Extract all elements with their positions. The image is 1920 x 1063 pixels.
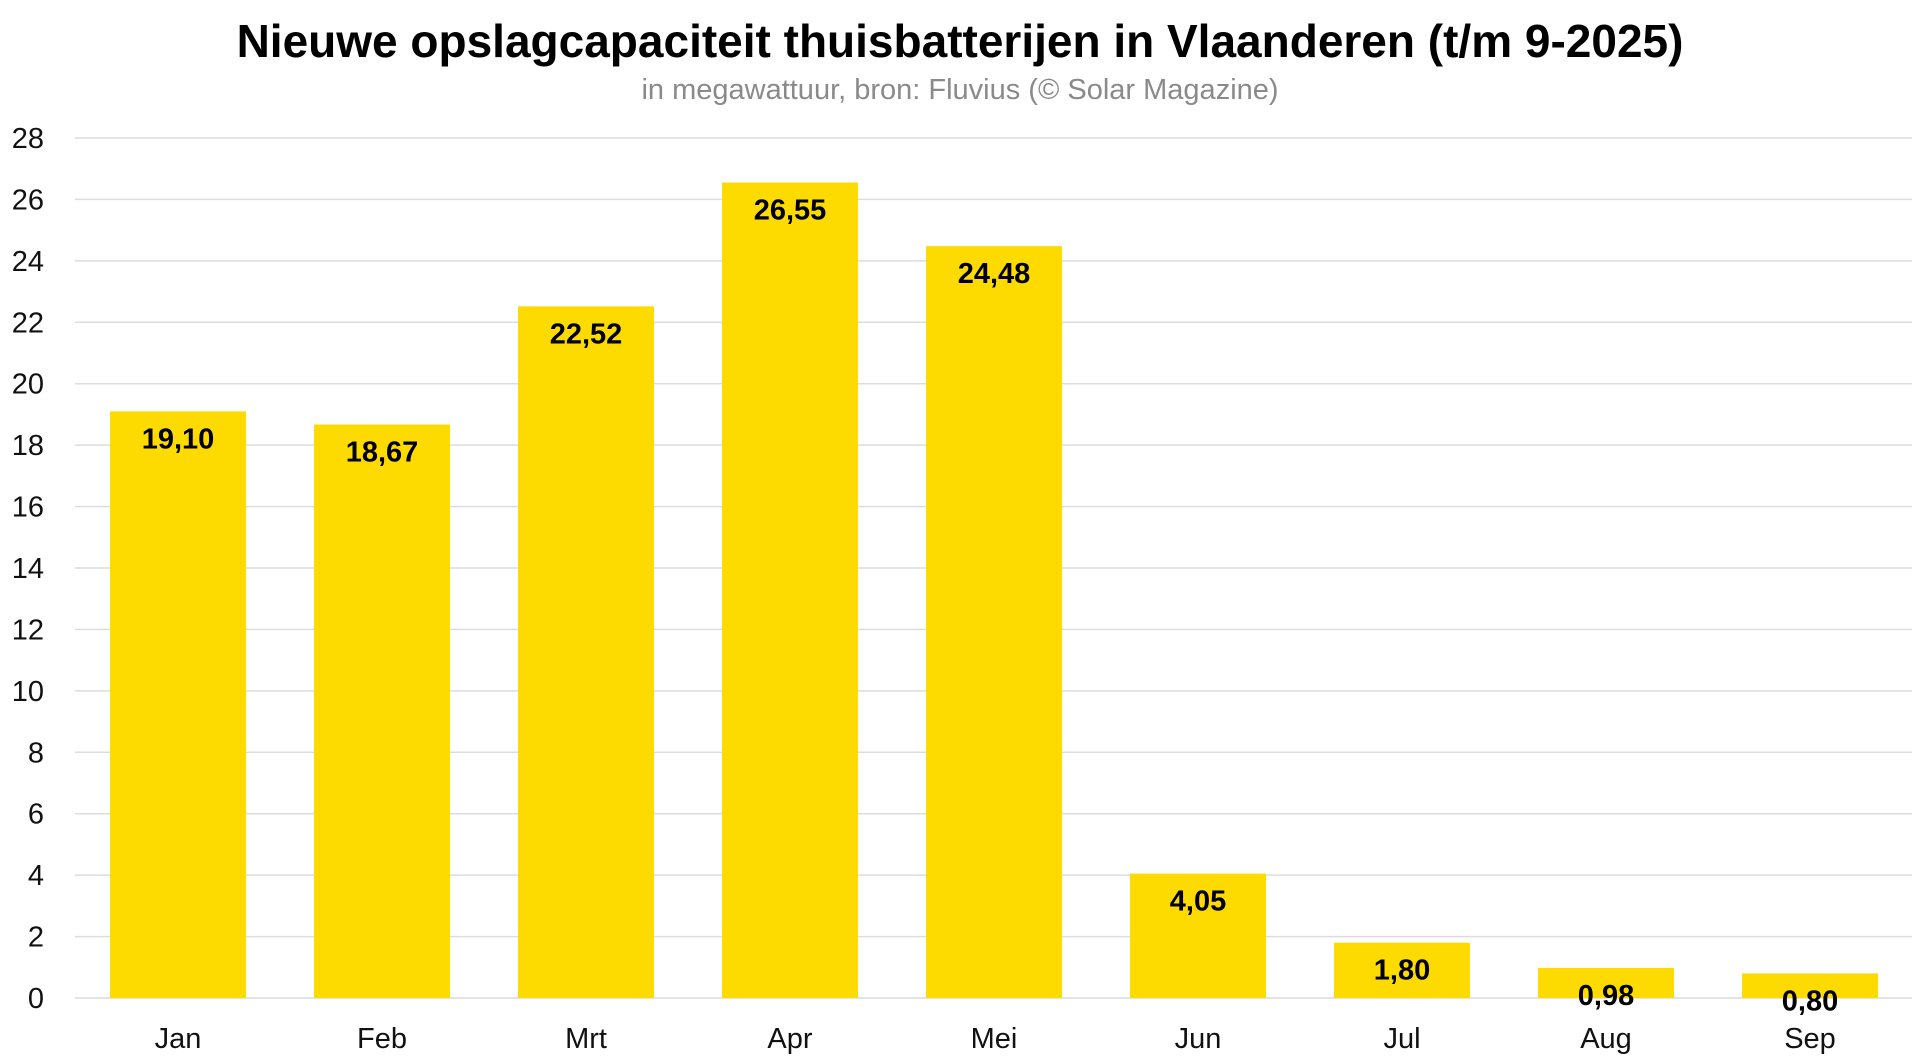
data-label-jun: 4,05	[1170, 886, 1226, 918]
data-labels: 19,10 18,67 22,52 26,55 24,48 4,05 1,80 0,98 0,8…	[142, 195, 1839, 1018]
bar-jul	[1334, 942, 1470, 998]
data-label-feb: 18,67	[346, 437, 419, 469]
y-tick-label: 6	[28, 799, 44, 831]
bar-jun	[1130, 873, 1266, 998]
y-tick-label: 4	[28, 860, 44, 892]
y-tick-label: 22	[12, 307, 44, 339]
y-tick-label: 26	[12, 184, 44, 216]
bar-jan	[110, 411, 246, 998]
x-tick-label-mei: Mei	[971, 1023, 1018, 1055]
y-tick-label: 10	[12, 676, 44, 708]
x-tick-label-jul: Jul	[1383, 1023, 1420, 1055]
bar-apr	[722, 182, 858, 999]
bar-sep	[1742, 973, 1878, 998]
y-tick-label: 0	[28, 983, 44, 1015]
y-tick-label: 24	[12, 246, 44, 278]
y-tick-label: 12	[12, 614, 44, 646]
x-tick-label-jan: Jan	[155, 1023, 202, 1055]
bar-mei	[926, 246, 1062, 999]
y-tick-label: 18	[12, 430, 44, 462]
x-tick-label-jun: Jun	[1175, 1023, 1222, 1055]
chart-subtitle: in megawattuur, bron: Fluvius (© Solar M…	[641, 74, 1279, 106]
data-label-sep: 0,80	[1782, 985, 1838, 1017]
x-axis-ticks: Jan Feb Mrt Apr Mei Jun Jul Aug Sep	[155, 1023, 1836, 1055]
y-tick-label: 8	[28, 737, 44, 769]
x-tick-label-sep: Sep	[1784, 1023, 1836, 1055]
bars	[110, 182, 1878, 999]
x-tick-label-apr: Apr	[767, 1023, 812, 1055]
bar-mrt	[518, 306, 654, 998]
y-tick-label: 2	[28, 922, 44, 954]
x-tick-label-aug: Aug	[1580, 1023, 1632, 1055]
data-label-mrt: 22,52	[550, 318, 623, 350]
data-label-jul: 1,80	[1374, 955, 1430, 987]
y-tick-label: 20	[12, 369, 44, 401]
bar-aug	[1538, 967, 1674, 998]
chart-title: Nieuwe opslagcapaciteit thuisbatterijen …	[236, 15, 1684, 67]
data-label-apr: 26,55	[754, 195, 827, 227]
x-tick-label-feb: Feb	[357, 1023, 407, 1055]
x-tick-label-mrt: Mrt	[565, 1023, 607, 1055]
data-label-mei: 24,48	[958, 258, 1031, 290]
data-label-aug: 0,98	[1578, 980, 1634, 1012]
y-tick-label: 14	[12, 553, 44, 585]
bar-feb	[314, 424, 450, 998]
y-tick-label: 28	[12, 123, 44, 155]
y-tick-label: 16	[12, 492, 44, 524]
data-label-jan: 19,10	[142, 423, 215, 455]
